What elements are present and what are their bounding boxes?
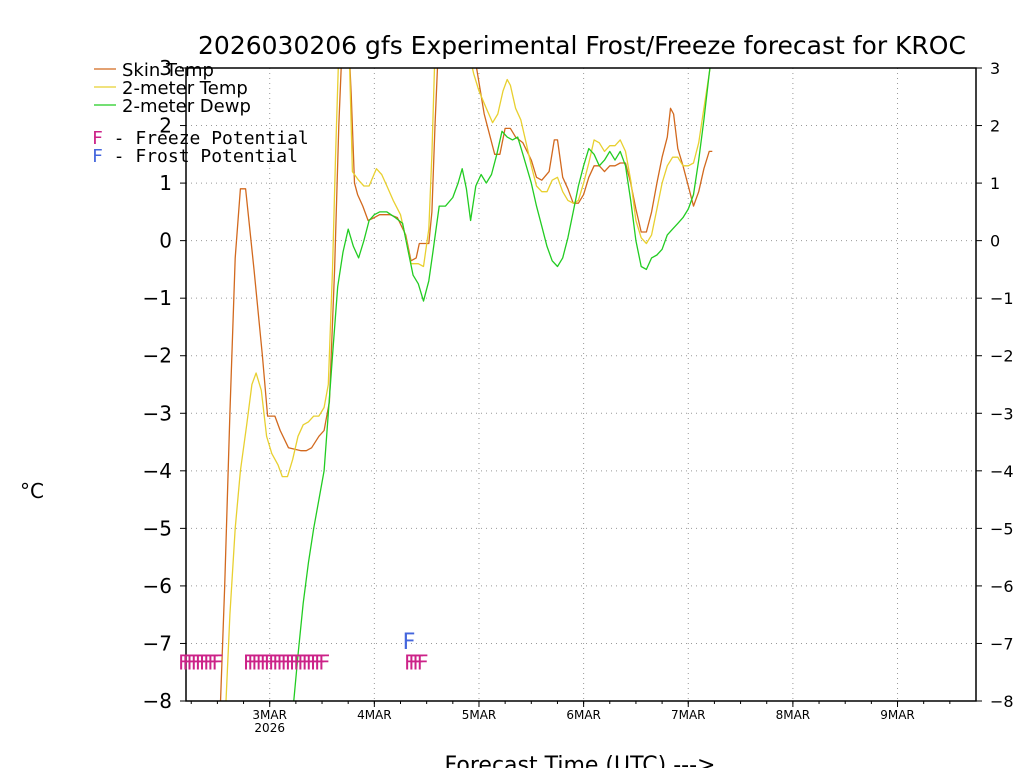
y-tick-label-left: 2 bbox=[159, 114, 172, 138]
y-tick-label-right: 2 bbox=[990, 117, 1000, 136]
legend-potential-label: F - Frost Potential bbox=[92, 146, 298, 167]
y-axis-left: −8 −7 −6 −5 −4 −3 −2 −1 0 1 2 3 bbox=[143, 56, 186, 713]
y-tick-label-right: 3 bbox=[990, 59, 1000, 78]
y-tick-label-left: −6 bbox=[143, 574, 172, 598]
freeze-potential-marker: F bbox=[289, 650, 301, 674]
y-tick-label-right: −1 bbox=[990, 289, 1014, 308]
y-tick-label-left: −4 bbox=[143, 459, 172, 483]
freeze-potential-marker: F bbox=[306, 650, 318, 674]
freeze-potential-marker: F bbox=[310, 650, 322, 674]
freeze-potential-marker: F bbox=[178, 650, 190, 674]
plot-area bbox=[219, 68, 713, 701]
y-tick-label-left: −3 bbox=[143, 401, 172, 425]
freeze-potential-marker: F bbox=[412, 650, 424, 674]
x-tick-sublabel: 2026 bbox=[254, 721, 285, 735]
freeze-potential-marker: F bbox=[408, 650, 420, 674]
y-tick-label-right: 0 bbox=[990, 232, 1000, 251]
legend-label: 2-meter Dewp bbox=[122, 96, 251, 117]
y-tick-label-left: 3 bbox=[159, 56, 172, 80]
x-tick-label: 6MAR bbox=[566, 708, 601, 722]
freeze-potential-marker: F bbox=[255, 650, 267, 674]
x-tick-label: 4MAR bbox=[357, 708, 392, 722]
plot-frame bbox=[185, 67, 977, 702]
y-tick-label-right: −4 bbox=[990, 462, 1014, 481]
freeze-potential-marker: F bbox=[318, 650, 330, 674]
y-tick-label-right: −8 bbox=[990, 692, 1014, 711]
y-tick-label-left: −7 bbox=[143, 631, 172, 655]
freeze-potential-marker: F bbox=[211, 650, 223, 674]
freeze-potential-marker: F bbox=[404, 650, 416, 674]
y-tick-label-right: 1 bbox=[990, 174, 1000, 193]
y-tick-label-right: −6 bbox=[990, 577, 1014, 596]
freeze-potential-marker: F bbox=[203, 650, 215, 674]
freeze-potential-marker: F bbox=[182, 650, 194, 674]
series-line-2-meter-dewp bbox=[293, 68, 711, 701]
y-tick-label-left: 0 bbox=[159, 229, 172, 253]
legend-label: Skin Temp bbox=[122, 60, 214, 81]
y-tick-label-left: −8 bbox=[143, 689, 172, 713]
x-tick-label: 8MAR bbox=[776, 708, 811, 722]
y-tick-label-left: −5 bbox=[143, 516, 172, 540]
y-tick-label-right: −5 bbox=[990, 519, 1014, 538]
freeze-potential-marker: F bbox=[186, 650, 198, 674]
y-tick-label-left: −1 bbox=[143, 286, 172, 310]
y-axis-right: −8 −7 −6 −5 −4 −3 −2 −1 0 1 2 3 bbox=[976, 59, 1014, 711]
y-tick-label-left: −2 bbox=[143, 344, 172, 368]
freeze-potential-marker: F bbox=[276, 650, 288, 674]
freeze-potential-marker: F bbox=[207, 650, 219, 674]
freeze-potential-marker: F bbox=[190, 650, 202, 674]
freeze-potential-marker: F bbox=[247, 650, 259, 674]
freeze-potential-marker: F bbox=[272, 650, 284, 674]
freeze-potential-marker: F bbox=[293, 650, 305, 674]
y-tick-label-right: −2 bbox=[990, 347, 1014, 366]
freeze-potential-marker: F bbox=[199, 650, 211, 674]
x-tick-label: 9MAR bbox=[880, 708, 915, 722]
y-tick-label-right: −3 bbox=[990, 404, 1014, 423]
freeze-potential-marker: F bbox=[297, 650, 309, 674]
chart-title: 2026030206 gfs Experimental Frost/Freeze… bbox=[198, 31, 966, 60]
freeze-potential-marker: F bbox=[280, 650, 292, 674]
freeze-potential-marker: F bbox=[251, 650, 263, 674]
frost-potential-marker: F bbox=[402, 630, 415, 655]
legend-label: 2-meter Temp bbox=[122, 78, 248, 99]
freeze-potential-marker: F bbox=[314, 650, 326, 674]
y-tick-label-left: 1 bbox=[159, 171, 172, 195]
freeze-potential-marker: F bbox=[268, 650, 280, 674]
freeze-potential-marker: F bbox=[285, 650, 297, 674]
freeze-potential-marker: F bbox=[264, 650, 276, 674]
x-tick-label: 7MAR bbox=[671, 708, 706, 722]
freeze-potential-marker: F bbox=[195, 650, 207, 674]
grid-lines bbox=[186, 68, 976, 701]
y-axis-label: °C bbox=[20, 479, 44, 503]
series-line-2-meter-temp bbox=[225, 68, 711, 701]
freeze-potential-marker: F bbox=[416, 650, 428, 674]
y-tick-label-right: −7 bbox=[990, 634, 1014, 653]
x-tick-label: 5MAR bbox=[462, 708, 497, 722]
freeze-potential-marker: F bbox=[259, 650, 271, 674]
legend-potential-label: F - Freeze Potential bbox=[92, 128, 309, 149]
freeze-potential-marker: F bbox=[243, 650, 255, 674]
freeze-potential-marker: F bbox=[301, 650, 313, 674]
x-axis-label: Forecast Time (UTC) ---> bbox=[445, 753, 716, 768]
x-tick-label: 3MAR bbox=[252, 708, 287, 722]
